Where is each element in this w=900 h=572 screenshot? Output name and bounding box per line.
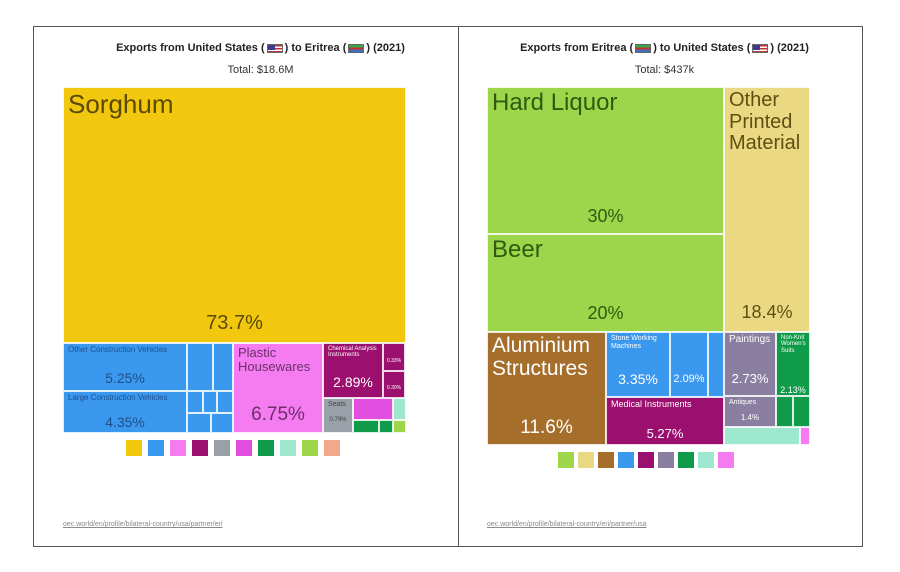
tile-label: Seats [328,401,346,408]
treemap-tile[interactable] [724,427,800,445]
treemap-tile-minor[interactable] [393,420,406,433]
legend-swatch[interactable] [302,440,318,456]
treemap-tile-minor[interactable] [776,396,793,427]
treemap-tile[interactable]: 0.30% [383,371,405,398]
legend-swatch[interactable] [558,452,574,468]
us-flag-icon [266,43,283,53]
treemap-tile-paintings[interactable]: Paintings 2.73% [724,332,776,396]
tile-label: Non-Knit Women's Suits [781,335,806,354]
legend-swatch[interactable] [658,452,674,468]
legend-swatch[interactable] [258,440,274,456]
eritrea-flag-icon [635,43,652,53]
treemap-tile-large-construction-vehicles[interactable]: Large Construction Vehicles 4.35% [63,391,187,433]
treemap-tile-other-construction-vehicles[interactable]: Other Construction Vehicles 5.25% [63,343,187,391]
panel-divider [458,26,459,547]
tile-percent: 6.75% [251,404,305,425]
treemap-tile-minor[interactable] [393,398,406,420]
tile-label: Beer [492,236,543,263]
treemap-tile-minor[interactable] [187,391,203,413]
legend-swatch[interactable] [214,440,230,456]
right-source-link[interactable]: oec.world/en/profile/bilateral-country/e… [487,521,647,528]
legend-swatch[interactable] [578,452,594,468]
tile-label: Plastic Housewares [238,345,311,375]
legend-swatch[interactable] [148,440,164,456]
tile-label: Hard Liquor [492,89,618,116]
treemap-tile-minor[interactable] [217,391,233,413]
legend-swatch[interactable] [618,452,634,468]
treemap-tile-minor[interactable] [211,413,233,433]
tile-percent: 0.30% [386,385,402,391]
right-chart-total: Total: $437k [634,64,695,76]
tile-percent: 2.89% [333,374,373,390]
treemap-tile-minor[interactable] [379,420,393,433]
treemap-tile-plastic-housewares[interactable]: Plastic Housewares 6.75% [233,343,323,433]
treemap-tile-minor[interactable] [213,343,233,391]
left-chart-title: Exports from United States () to Eritrea… [116,42,405,54]
legend-swatch[interactable] [598,452,614,468]
treemap-tile-sorghum[interactable]: Sorghum 73.7% [63,87,406,343]
tile-label: Other Construction Vehicles [68,345,168,354]
tile-percent: 20% [587,303,624,323]
legend-swatch[interactable] [324,440,340,456]
tile-label: Medical Instruments [611,399,692,409]
tile-percent: 2.09% [673,373,705,385]
treemap-tile-other-printed-material[interactable]: Other Printed Material 18.4% [724,87,810,332]
treemap-tile-seats[interactable]: Seats 0.79% [323,398,353,433]
tile-label: Stone Working Machines [611,335,657,350]
tile-label: Paintings [729,334,771,345]
tile-percent: 5.25% [105,370,145,386]
legend-swatch[interactable] [170,440,186,456]
legend-swatch[interactable] [698,452,714,468]
tile-label: Antiques [729,399,757,406]
treemap-tile-non-knit-women-s-suits[interactable]: Non-Knit Women's Suits 2.13% [776,332,810,396]
legend-swatch[interactable] [638,452,654,468]
legend-swatch[interactable] [236,440,252,456]
tile-label: Chemical Analysis Instruments [328,346,377,359]
legend-swatch[interactable] [192,440,208,456]
treemap-tile-beer[interactable]: Beer 20% [487,234,724,332]
eritrea-flag-icon [348,43,365,53]
tile-percent: 1.4% [740,413,760,422]
tile-percent: 73.7% [206,312,263,334]
legend-swatch[interactable] [678,452,694,468]
legend-swatch[interactable] [126,440,142,456]
treemap-tile-minor[interactable] [187,413,211,433]
tile-percent: 2.13% [780,385,806,395]
treemap-tile-minor[interactable] [353,398,393,420]
tile-label: Large Construction Vehicles [68,393,168,402]
treemap-tile-aluminium-structures[interactable]: Aluminium Structures 11.6% [487,332,606,445]
left-source-link[interactable]: oec.world/en/profile/bilateral-country/u… [63,521,223,528]
tile-percent: 18.4% [741,302,793,322]
left-chart-total: Total: $18.6M [227,64,294,76]
treemap-tile-minor[interactable] [708,332,724,397]
treemap-tile-minor[interactable] [187,343,213,391]
treemap-tile-medical-instruments[interactable]: Medical Instruments 5.27% [606,397,724,445]
treemap-tile-hard-liquor[interactable]: Hard Liquor 30% [487,87,724,234]
legend-swatch[interactable] [718,452,734,468]
tile-percent: 0.79% [329,417,347,423]
tile-percent: 30% [587,206,624,226]
treemap-tile-stone-working-machines[interactable]: Stone Working Machines 3.35% [606,332,670,397]
treemap-tile-minor[interactable] [203,391,217,413]
us-flag-icon [752,43,769,53]
tile-percent: 2.73% [731,371,769,386]
tile-percent: 3.35% [618,371,658,387]
treemap-tile[interactable]: 0.33% [383,343,405,371]
tile-percent: 0.33% [386,358,402,364]
treemap-tile-minor[interactable] [353,420,379,433]
tile-label: Other Printed Material [729,89,801,155]
tile-percent: 11.6% [520,417,573,438]
tile-label: Sorghum [68,89,174,119]
treemap-tile-chemical-analysis-instruments[interactable]: Chemical Analysis Instruments 2.89% [323,343,383,398]
right-chart-title: Exports from Eritrea () to United States… [520,42,809,54]
tile-percent: 5.27% [646,426,684,441]
tile-label: Aluminium Structures [492,334,591,380]
legend-swatch[interactable] [280,440,296,456]
treemap-tile[interactable]: 2.09% [670,332,708,397]
treemap-tile-minor[interactable] [793,396,810,427]
treemap-tile-antiques[interactable]: Antiques 1.4% [724,396,776,427]
treemap-tile[interactable] [800,427,810,445]
tile-percent: 4.35% [105,414,145,430]
